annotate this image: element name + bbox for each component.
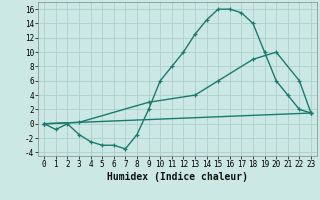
X-axis label: Humidex (Indice chaleur): Humidex (Indice chaleur) bbox=[107, 172, 248, 182]
